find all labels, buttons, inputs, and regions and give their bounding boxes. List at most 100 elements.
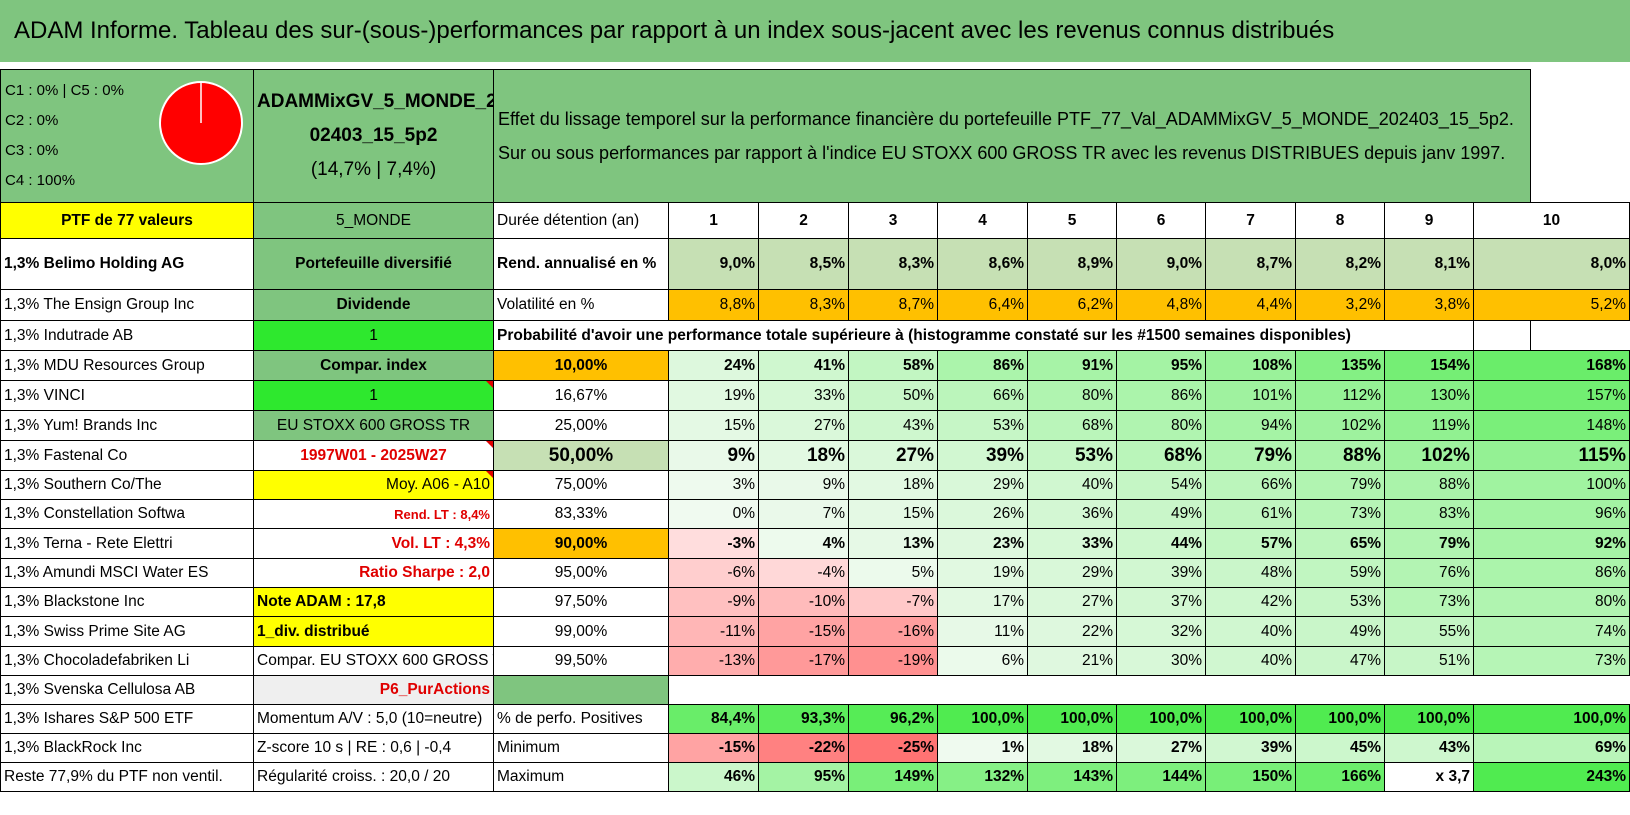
probability-value: 21%	[1027, 646, 1117, 676]
holding-name: 1,3% Belimo Holding AG	[0, 238, 254, 290]
portfolio-name: ADAMMixGV_5_MONDE_2 02403_15_5p2 (14,7% | …	[253, 69, 494, 203]
category-code: P6_PurActions	[253, 675, 494, 705]
table-row: 1,3% Svenska Cellulosa AB P6_PurActions	[0, 675, 1630, 705]
probability-value: 68%	[1116, 440, 1206, 471]
vol-label: Volatilité en %	[493, 289, 669, 321]
table-row: 1,3% Amundi MSCI Water ES Ratio Sharpe : …	[0, 558, 1630, 588]
probability-value: 7%	[758, 499, 849, 529]
probability-value: 66%	[1205, 470, 1296, 500]
positives-value: 100,0%	[1384, 704, 1474, 734]
probability-value: 41%	[758, 350, 849, 381]
maximum-value: 150%	[1205, 762, 1296, 792]
probability-value: 27%	[758, 410, 849, 441]
minimum-value: 69%	[1473, 733, 1630, 763]
probability-value: 27%	[848, 440, 938, 471]
class-breakdown: C1 : 0% | C5 : 0% C2 : 0% C3 : 0% C4 : 100%	[0, 69, 254, 203]
year-header: 1	[668, 202, 759, 239]
probability-value: 55%	[1384, 616, 1474, 647]
probability-value: 48%	[1205, 558, 1296, 588]
maximum-value: 166%	[1295, 762, 1385, 792]
minimum-value: -22%	[758, 733, 849, 763]
year-header: 9	[1384, 202, 1474, 239]
maximum-value: 46%	[668, 762, 759, 792]
probability-value: 94%	[1205, 410, 1296, 441]
rend-value: 8,5%	[758, 238, 849, 290]
probability-value: 3%	[668, 470, 759, 500]
probability-value: 80%	[1473, 587, 1630, 617]
probability-value: 61%	[1205, 499, 1296, 529]
holding-name: 1,3% Constellation Softwa	[0, 499, 254, 529]
probability-value: 40%	[1205, 616, 1296, 647]
probability-value: 19%	[668, 380, 759, 411]
probability-value: 96%	[1473, 499, 1630, 529]
probability-value: 24%	[668, 350, 759, 381]
probability-value: 130%	[1384, 380, 1474, 411]
probability-value: 102%	[1384, 440, 1474, 471]
vol-value: 8,3%	[758, 289, 849, 321]
table-row: 1,3% MDU Resources Group Compar. index 10,…	[0, 350, 1630, 381]
probability-value: 6%	[937, 646, 1028, 676]
holding-name: 1,3% Blackstone Inc	[0, 587, 254, 617]
percentile-label: 83,33%	[493, 499, 669, 529]
probability-value: 73%	[1295, 499, 1385, 529]
positives-value: 100,0%	[1295, 704, 1385, 734]
holding-name: 1,3% Amundi MSCI Water ES	[0, 558, 254, 588]
probability-value: 76%	[1384, 558, 1474, 588]
probability-value: 83%	[1384, 499, 1474, 529]
portfolio-name-line: ADAMMixGV_5_MONDE_2	[257, 91, 494, 112]
compare-label: Compar. EU STOXX 600 GROSS TR	[253, 646, 494, 676]
probability-value: -15%	[758, 616, 849, 647]
probability-value: -19%	[848, 646, 938, 676]
minimum-value: 39%	[1205, 733, 1296, 763]
maximum-value: 143%	[1027, 762, 1117, 792]
table-row: 1,3% Belimo Holding AG Portefeuille diver…	[0, 238, 1630, 290]
probability-value: 29%	[937, 470, 1028, 500]
index-name: EU STOXX 600 GROSS TR	[253, 410, 494, 441]
probability-value: 50%	[848, 380, 938, 411]
table-row: 1,3% Swiss Prime Site AG 1_div. distribué…	[0, 616, 1630, 647]
rend-value: 8,7%	[1205, 238, 1296, 290]
long-term-return: Rend. LT : 8,4%	[253, 499, 494, 529]
holding-name: 1,3% Indutrade AB	[0, 320, 254, 351]
probability-value: 43%	[848, 410, 938, 441]
vol-value: 3,2%	[1295, 289, 1385, 321]
table-row: 1,3% Terna - Rete Elettri Vol. LT : 4,3% 9…	[0, 528, 1630, 559]
flag-value: 1	[253, 380, 494, 411]
long-term-volatility: Vol. LT : 4,3%	[253, 528, 494, 559]
adam-score: Note ADAM : 17,8	[253, 587, 494, 617]
probability-value: 53%	[937, 410, 1028, 441]
minimum-value: 43%	[1384, 733, 1474, 763]
probability-value: 74%	[1473, 616, 1630, 647]
percentile-label: 10,00%	[493, 350, 669, 381]
probability-value: 18%	[758, 440, 849, 471]
table-row: 1,3% Yum! Brands Inc EU STOXX 600 GROSS T…	[0, 410, 1630, 441]
probability-value: 148%	[1473, 410, 1630, 441]
compare-index-label: Compar. index	[253, 350, 494, 381]
minimum-label: Minimum	[493, 733, 669, 763]
period-range: 1997W01 - 2025W27	[253, 440, 494, 471]
class-item: C4 : 100%	[5, 172, 76, 189]
rend-value: 9,0%	[1116, 238, 1206, 290]
probability-value: -6%	[668, 558, 759, 588]
probability-value: 9%	[668, 440, 759, 471]
table-row: PTF de 77 valeurs 5_MONDE Durée détention …	[0, 202, 1630, 239]
probability-value: 40%	[1205, 646, 1296, 676]
probability-value: -7%	[848, 587, 938, 617]
probability-value: 102%	[1295, 410, 1385, 441]
rend-value: 8,3%	[848, 238, 938, 290]
table-row: 1,3% Constellation Softwa Rend. LT : 8,4%…	[0, 499, 1630, 529]
probability-value: 53%	[1295, 587, 1385, 617]
rend-label: Rend. annualisé en %	[493, 238, 669, 290]
holding-name: 1,3% Ishares S&P 500 ETF	[0, 704, 254, 734]
probability-value: 88%	[1384, 470, 1474, 500]
probability-value: 115%	[1473, 440, 1630, 471]
probability-value: -10%	[758, 587, 849, 617]
probability-value: 29%	[1027, 558, 1117, 588]
probability-value: 58%	[848, 350, 938, 381]
vol-value: 6,4%	[937, 289, 1028, 321]
table-row: Reste 77,9% du PTF non ventil. Régularité…	[0, 762, 1630, 792]
probability-value: 39%	[937, 440, 1028, 471]
spacer-cell	[493, 675, 669, 705]
probability-value: 92%	[1473, 528, 1630, 559]
percentile-label: 75,00%	[493, 470, 669, 500]
